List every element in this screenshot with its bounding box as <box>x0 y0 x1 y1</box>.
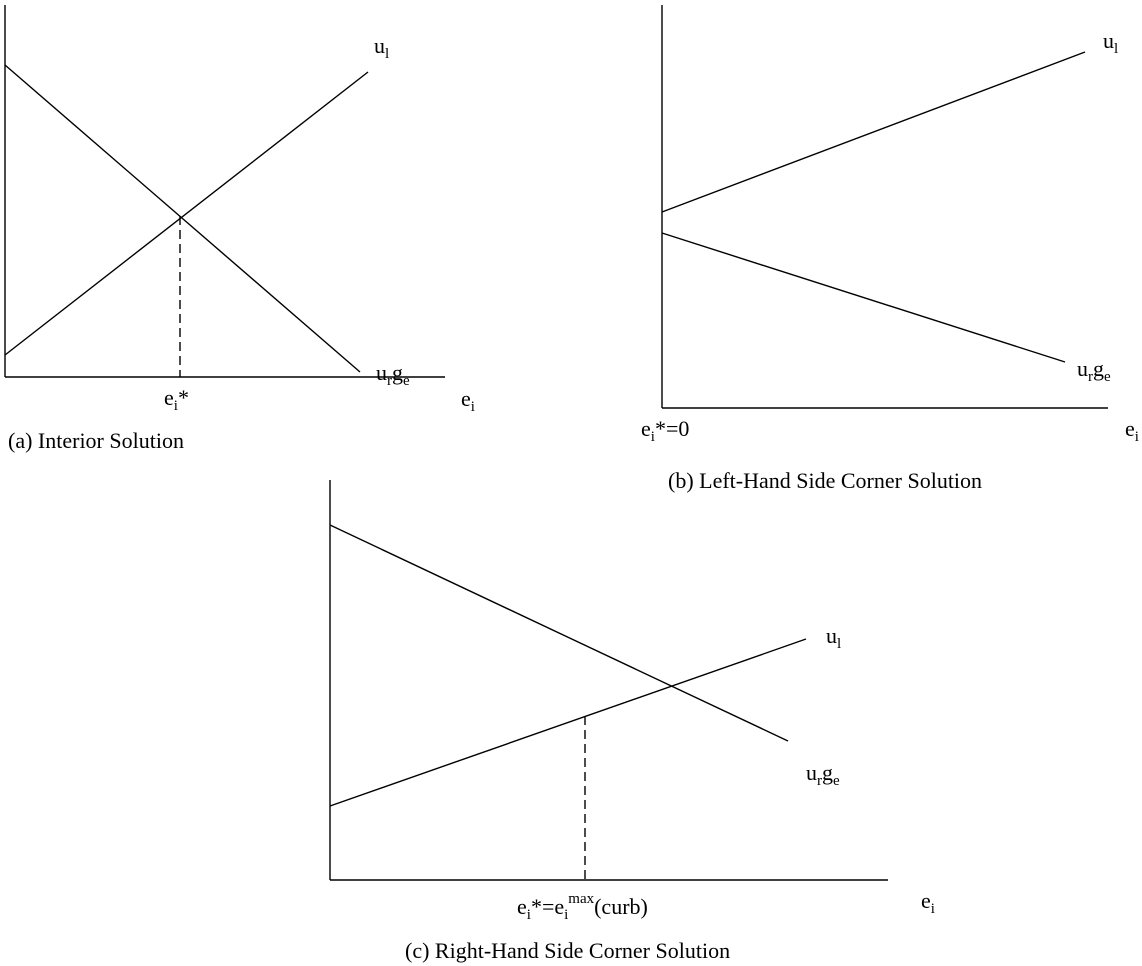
panel-a-ul-line <box>4 71 369 356</box>
panel-a-axis-label: ei <box>461 386 475 415</box>
panel-a-ul-label: ul <box>374 33 389 62</box>
panel-c-ul-line <box>329 638 807 807</box>
panel-b-solution-label: ei*=0 <box>641 416 689 445</box>
panel-a-urge-label: urge <box>376 360 410 389</box>
panel-a-urge-line <box>4 64 361 373</box>
panel-c: ul urge ei*=eimax(curb) ei (c) Right-Han… <box>329 480 935 963</box>
panel-a: ul urge ei* ei (a) Interior Solution <box>4 5 475 453</box>
panel-a-solution-label: ei* <box>164 385 189 414</box>
panel-c-ul-label: ul <box>826 623 841 652</box>
panel-c-caption: (c) Right-Hand Side Corner Solution <box>405 938 730 963</box>
panel-b-caption: (b) Left-Hand Side Corner Solution <box>668 468 982 493</box>
panel-b-axis-label: ei <box>1125 416 1139 445</box>
panel-b-ul-line <box>661 51 1086 213</box>
panel-b: ul urge ei*=0 ei (b) Left-Hand Side Corn… <box>641 5 1139 493</box>
panel-c-urge-line <box>329 524 789 742</box>
panel-b-urge-label: urge <box>1077 356 1111 385</box>
panel-a-caption: (a) Interior Solution <box>8 428 184 453</box>
panel-c-solution-label: ei*=eimax(curb) <box>517 891 648 923</box>
panel-c-urge-label: urge <box>806 760 840 789</box>
panel-b-ul-label: ul <box>1103 28 1118 57</box>
panel-c-axis-label: ei <box>921 888 935 917</box>
panel-b-urge-line <box>661 232 1066 363</box>
